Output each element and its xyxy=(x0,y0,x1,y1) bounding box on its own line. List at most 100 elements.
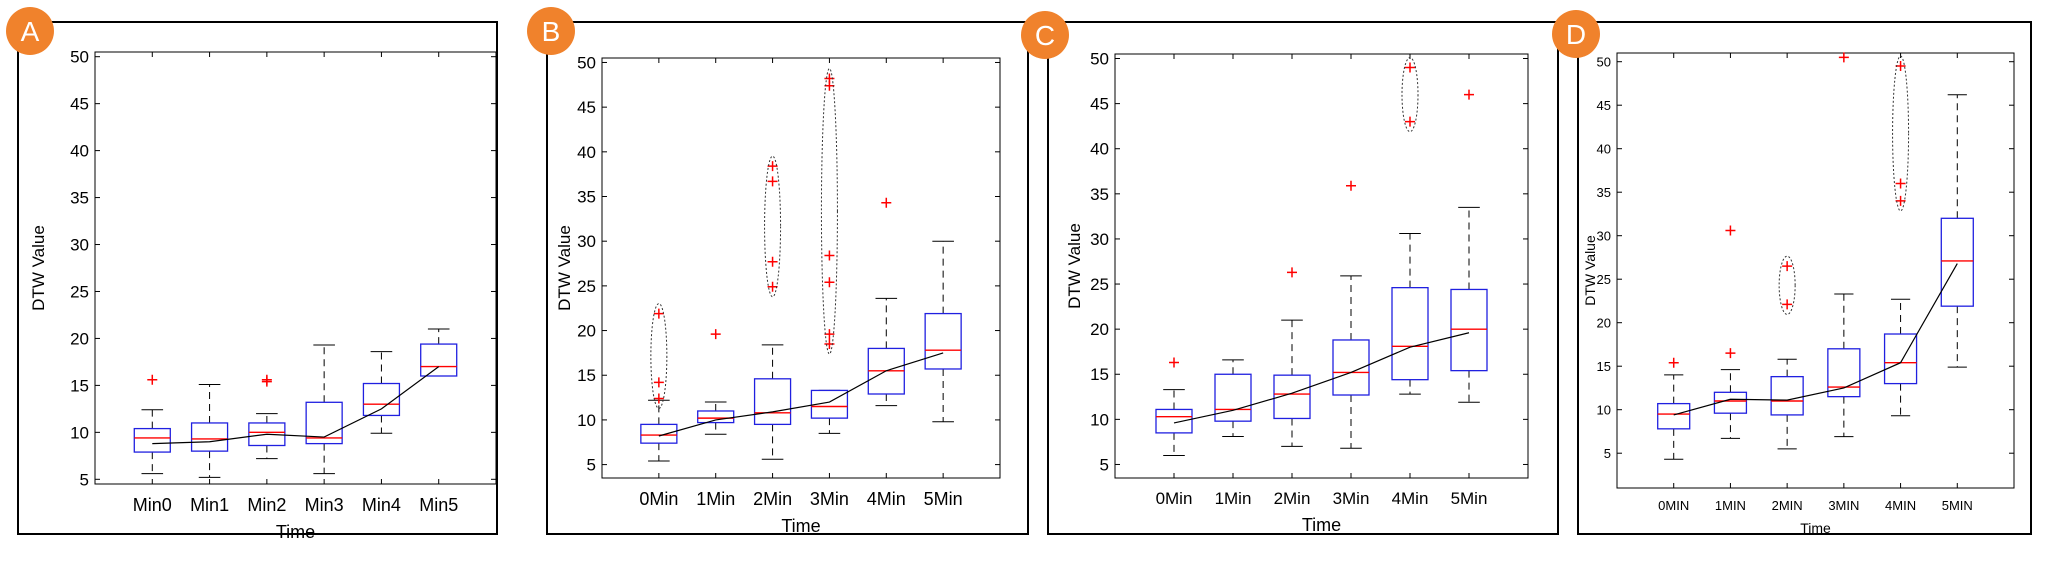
y-tick-label: 25 xyxy=(1090,275,1109,294)
box-3min xyxy=(810,68,849,434)
x-tick-label: 0Min xyxy=(1156,489,1193,508)
panel-badge-label: B xyxy=(542,16,561,47)
mean-trend-line xyxy=(658,352,944,437)
box-5min xyxy=(1940,94,1974,368)
x-tick-label: Min1 xyxy=(190,495,229,515)
x-axis-title: Time xyxy=(781,516,820,536)
x-tick-label: 3Min xyxy=(810,489,849,509)
outlier-marker xyxy=(1346,180,1356,191)
y-tick-label: 30 xyxy=(1090,230,1109,249)
panel-badge xyxy=(1021,11,1069,59)
x-tick-label: 5MIN xyxy=(1942,498,1973,513)
box-2min xyxy=(1770,255,1804,450)
y-tick-label: 50 xyxy=(1090,49,1109,68)
y-tick-label: 35 xyxy=(70,189,89,208)
box-iqr xyxy=(133,427,171,453)
panel-c: 5 10 15 20 25 30 35 40 45 50 0Min 1Min 2Min 3Min 4Min 5… xyxy=(1021,11,1559,535)
plot-area xyxy=(601,57,1001,479)
outlier-marker xyxy=(1169,357,1179,368)
x-tick-label: 0Min xyxy=(639,489,678,509)
x-tick-label: Min5 xyxy=(419,495,458,515)
box-1min xyxy=(697,329,735,435)
outlier-ellipse xyxy=(1778,255,1796,315)
panel-badge-label: A xyxy=(21,16,40,47)
outlier-marker xyxy=(1895,178,1906,189)
box-iqr xyxy=(305,401,343,445)
outlier-marker xyxy=(881,197,892,208)
box-1min xyxy=(1713,225,1748,439)
y-tick-label: 40 xyxy=(577,143,596,162)
box-5min xyxy=(1450,89,1488,403)
outlier-marker xyxy=(1725,348,1736,359)
y-tick-label: 50 xyxy=(1597,54,1611,69)
box-3min xyxy=(1827,52,1861,438)
outlier-marker xyxy=(653,393,664,404)
outlier-marker xyxy=(1464,89,1474,100)
box-iqr xyxy=(1713,391,1748,414)
y-tick-label: 45 xyxy=(577,98,596,117)
x-tick-label: 3Min xyxy=(1333,489,1370,508)
outlier-marker xyxy=(1838,52,1849,63)
panel-badge xyxy=(1552,10,1600,58)
outlier-marker xyxy=(767,161,778,172)
x-axis-title: Time xyxy=(276,522,315,542)
box-iqr xyxy=(420,343,458,377)
panel-a: 5 10 15 20 25 30 35 40 45 50 Min0 Min1 Min2 Min3 Min4 M… xyxy=(6,7,498,542)
outlier-marker xyxy=(1725,225,1736,236)
box-iqr xyxy=(1883,333,1918,385)
outlier-marker xyxy=(1895,61,1906,72)
outlier-marker xyxy=(1287,267,1297,278)
box-5min xyxy=(924,240,962,423)
box-iqr xyxy=(1214,373,1252,422)
y-tick-label: 25 xyxy=(70,282,89,301)
y-axis-title: DTW Value xyxy=(1065,223,1084,309)
y-tick-label: 15 xyxy=(1090,365,1109,384)
y-tick-label: 15 xyxy=(577,366,596,385)
y-tick-label: 30 xyxy=(70,235,89,254)
box-min2 xyxy=(248,374,286,460)
panel-frame xyxy=(1577,21,2032,535)
x-tick-label: 3MIN xyxy=(1828,498,1859,513)
panel-badge-label: D xyxy=(1566,19,1586,50)
box-iqr xyxy=(190,422,229,452)
outlier-marker xyxy=(824,277,835,288)
outlier-marker xyxy=(653,308,664,319)
panel-badge-label: C xyxy=(1035,20,1055,51)
box-0min xyxy=(1657,357,1691,460)
y-tick-label: 30 xyxy=(1597,228,1611,243)
x-tick-label: 1Min xyxy=(696,489,735,509)
box-iqr xyxy=(810,389,849,419)
plot-area xyxy=(94,51,497,485)
y-tick-label: 35 xyxy=(577,187,596,206)
box-3min xyxy=(1332,180,1370,449)
x-tick-label: 4Min xyxy=(867,489,906,509)
outlier-marker xyxy=(1782,261,1793,272)
outlier-marker xyxy=(824,329,835,340)
x-tick-label: 2Min xyxy=(1274,489,1311,508)
x-tick-label: 0MIN xyxy=(1658,498,1689,513)
y-tick-label: 10 xyxy=(577,411,596,430)
outlier-marker xyxy=(767,256,778,267)
outlier-marker xyxy=(1895,195,1906,206)
box-iqr xyxy=(1450,288,1488,372)
x-tick-label: 4Min xyxy=(1392,489,1429,508)
y-tick-label: 25 xyxy=(577,277,596,296)
outlier-marker xyxy=(824,250,835,261)
box-iqr xyxy=(1770,375,1804,416)
box-iqr xyxy=(1940,217,1974,307)
box-min1 xyxy=(190,383,229,478)
outlier-marker xyxy=(147,374,158,385)
y-tick-label: 20 xyxy=(1597,315,1611,330)
y-tick-label: 5 xyxy=(587,456,596,475)
y-tick-label: 10 xyxy=(70,423,89,442)
box-min5 xyxy=(420,328,458,377)
x-tick-label: 1Min xyxy=(1215,489,1252,508)
outlier-ellipse xyxy=(820,68,838,355)
panel-d: 5 10 15 20 25 30 35 40 45 50 0MIN 1MIN 2MIN 3MIN 4MIN 5… xyxy=(1552,10,2032,536)
panel-frame xyxy=(17,21,498,535)
y-tick-label: 25 xyxy=(1597,272,1611,287)
x-tick-label: Min2 xyxy=(247,495,286,515)
box-iqr xyxy=(924,312,962,370)
y-tick-label: 5 xyxy=(80,470,89,489)
panel-badge xyxy=(527,7,575,55)
